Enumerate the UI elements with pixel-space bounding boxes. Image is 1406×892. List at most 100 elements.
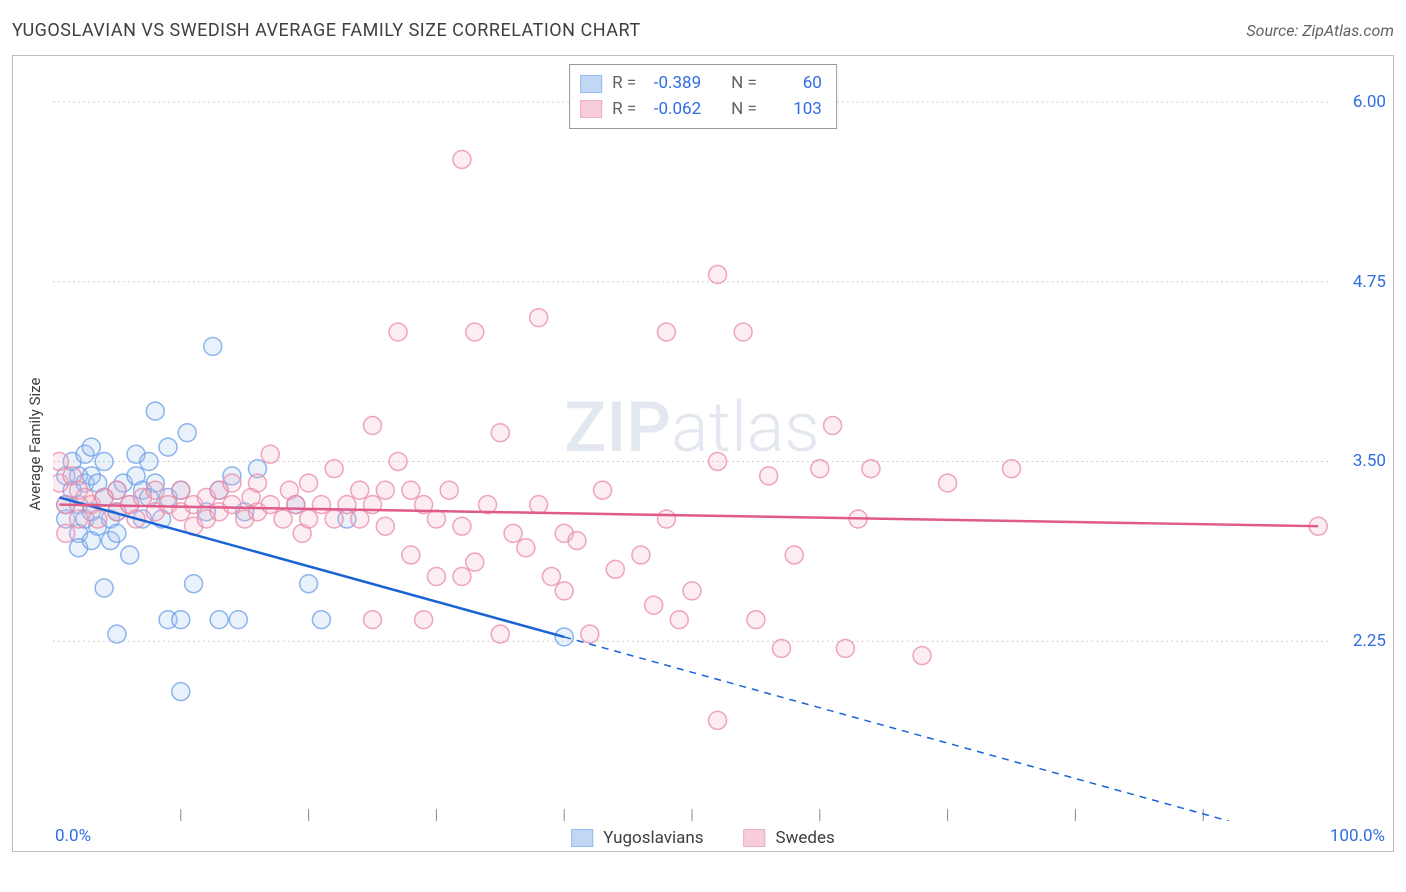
scatter-point: [632, 546, 650, 564]
scatter-point: [223, 496, 241, 514]
scatter-point: [351, 510, 369, 528]
scatter-point: [89, 510, 107, 528]
stat-value-r: -0.389: [646, 71, 701, 97]
scatter-point: [364, 611, 382, 629]
scatter-point: [312, 611, 330, 629]
scatter-point: [57, 524, 75, 542]
scatter-point: [453, 150, 471, 168]
stat-label-n: N =: [731, 97, 757, 123]
y-tick-label: 3.50: [1353, 451, 1386, 471]
scatter-point: [760, 467, 778, 485]
scatter-point: [491, 424, 509, 442]
scatter-point: [555, 582, 573, 600]
scatter-point: [146, 481, 164, 499]
scatter-point: [172, 611, 190, 629]
plot-area: Average Family Size ZIPatlas 2.253.504.7…: [53, 66, 1331, 821]
scatter-point: [82, 438, 100, 456]
scatter-point: [312, 496, 330, 514]
scatter-point: [1003, 460, 1021, 478]
scatter-point: [108, 524, 126, 542]
scatter-point: [70, 510, 88, 528]
header: YUGOSLAVIAN VS SWEDISH AVERAGE FAMILY SI…: [12, 20, 1394, 41]
scatter-point: [670, 611, 688, 629]
chart-container: Average Family Size ZIPatlas 2.253.504.7…: [12, 55, 1394, 852]
scatter-point: [108, 481, 126, 499]
scatter-point: [785, 546, 803, 564]
swatch-icon: [571, 829, 593, 847]
trendline-extrapolated-yugoslavians: [564, 637, 1229, 821]
scatter-point: [683, 582, 701, 600]
scatter-point: [504, 524, 522, 542]
scatter-point: [709, 266, 727, 284]
scatter-point: [172, 683, 190, 701]
scatter-point: [338, 496, 356, 514]
stat-value-n: 103: [767, 97, 822, 123]
scatter-plot-svg: [53, 66, 1331, 821]
y-tick-label: 2.25: [1353, 631, 1386, 651]
scatter-point: [210, 611, 228, 629]
scatter-point: [325, 460, 343, 478]
scatter-point: [747, 611, 765, 629]
scatter-point: [772, 639, 790, 657]
scatter-point: [862, 460, 880, 478]
scatter-point: [645, 596, 663, 614]
scatter-point: [121, 546, 139, 564]
scatter-point: [185, 575, 203, 593]
scatter-point: [140, 452, 158, 470]
scatter-point: [530, 496, 548, 514]
scatter-point: [594, 481, 612, 499]
scatter-point: [939, 474, 957, 492]
scatter-point: [261, 445, 279, 463]
series-swedes: [53, 150, 1327, 729]
scatter-point: [709, 711, 727, 729]
scatter-point: [325, 510, 343, 528]
scatter-point: [824, 417, 842, 435]
legend: YugoslaviansSwedes: [571, 828, 835, 848]
stat-label-r: R =: [612, 71, 636, 97]
scatter-point: [427, 510, 445, 528]
stat-label-r: R =: [612, 97, 636, 123]
scatter-point: [402, 481, 420, 499]
scatter-point: [274, 510, 292, 528]
swatch-icon: [744, 829, 766, 847]
scatter-point: [204, 337, 222, 355]
y-tick-label: 6.00: [1353, 92, 1386, 112]
scatter-point: [376, 517, 394, 535]
chart-title: YUGOSLAVIAN VS SWEDISH AVERAGE FAMILY SI…: [12, 20, 641, 41]
scatter-point: [389, 452, 407, 470]
scatter-point: [287, 496, 305, 514]
correlation-stats-box: R =-0.389N =60R =-0.062N =103: [569, 64, 837, 129]
x-start-label: 0.0%: [55, 826, 91, 846]
scatter-point: [415, 611, 433, 629]
stats-row-yugoslavians: R =-0.389N =60: [580, 71, 822, 97]
scatter-point: [300, 510, 318, 528]
scatter-point: [402, 546, 420, 564]
scatter-point: [657, 323, 675, 341]
scatter-point: [376, 481, 394, 499]
scatter-point: [95, 579, 113, 597]
stats-row-swedes: R = -0.062 N = 103: [580, 97, 822, 123]
stat-value-r: -0.062: [646, 97, 701, 123]
scatter-point: [364, 417, 382, 435]
scatter-point: [223, 474, 241, 492]
scatter-point: [913, 647, 931, 665]
scatter-point: [734, 323, 752, 341]
scatter-point: [453, 517, 471, 535]
scatter-point: [517, 539, 535, 557]
y-tick-label: 4.75: [1353, 272, 1386, 292]
x-end-label: 100.0%: [1330, 826, 1385, 846]
scatter-point: [300, 575, 318, 593]
legend-item-yugoslavians: Yugoslavians: [571, 828, 703, 848]
scatter-point: [581, 625, 599, 643]
scatter-point: [95, 452, 113, 470]
scatter-point: [389, 323, 407, 341]
scatter-point: [261, 496, 279, 514]
scatter-point: [530, 309, 548, 327]
scatter-point: [300, 474, 318, 492]
scatter-point: [427, 568, 445, 586]
scatter-point: [172, 481, 190, 499]
scatter-point: [709, 452, 727, 470]
scatter-point: [440, 481, 458, 499]
scatter-point: [159, 438, 177, 456]
scatter-point: [811, 460, 829, 478]
